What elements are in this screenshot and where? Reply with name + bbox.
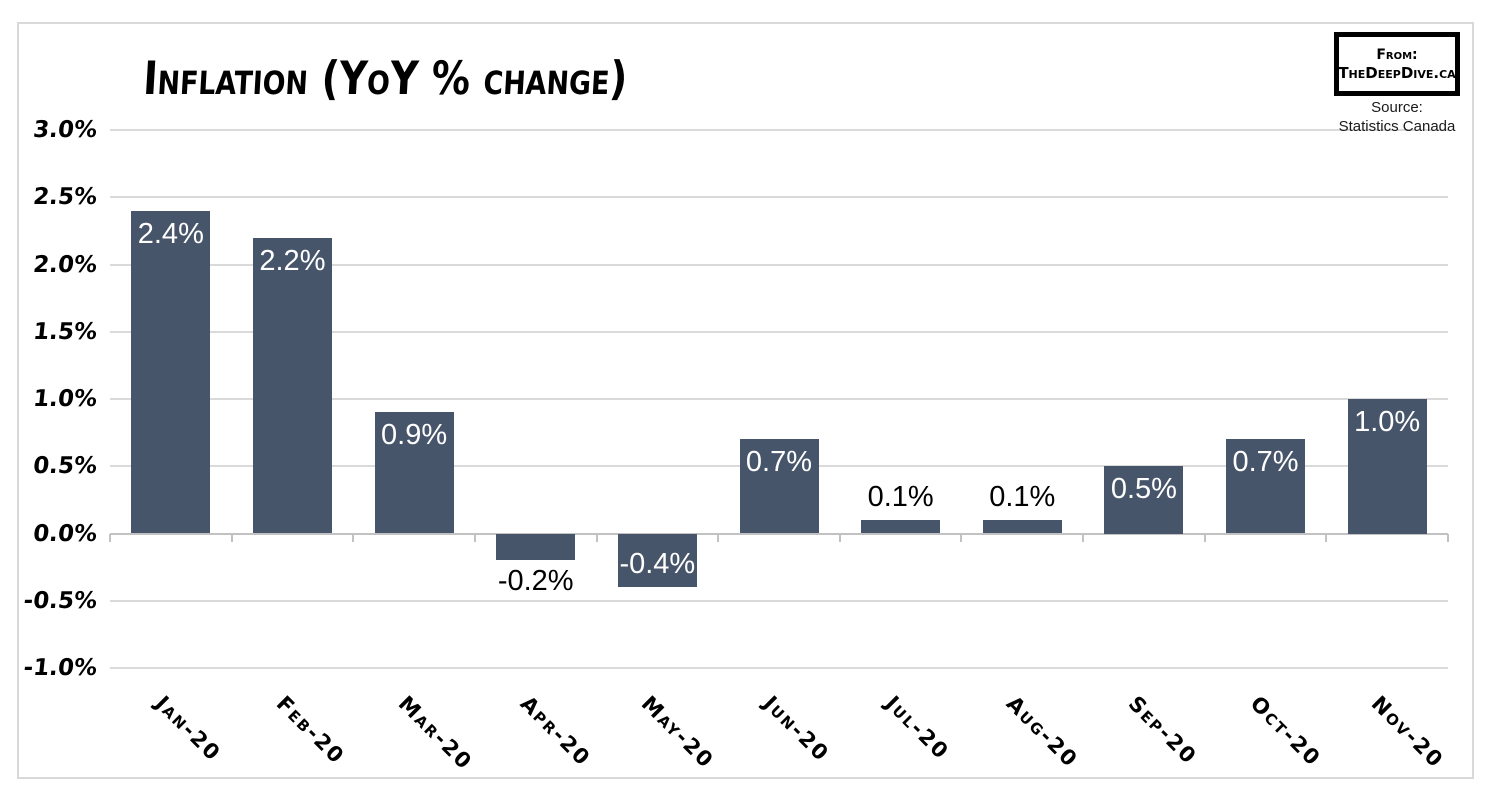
gridline (110, 129, 1448, 131)
x-axis-tick-label: Sep-20 (1123, 691, 1202, 770)
bar (252, 237, 332, 534)
x-axis-tick (838, 533, 841, 542)
bar (739, 439, 819, 534)
x-axis-tick (1082, 533, 1085, 542)
bar (617, 533, 697, 588)
bar-value-label: 0.9% (381, 419, 448, 452)
bar-value-label: 2.2% (259, 244, 326, 277)
chart-title: Inflation (YoY % change) (141, 51, 629, 105)
x-axis-line (110, 532, 1448, 535)
x-axis-tick (473, 533, 476, 542)
x-axis-tick-label: Oct-20 (1245, 691, 1326, 772)
bar-value-label: 0.7% (745, 446, 813, 479)
x-axis-tick-label: Jul-20 (880, 691, 954, 765)
bar (131, 210, 211, 534)
x-axis-tick (1325, 533, 1328, 542)
gridline (110, 263, 1448, 266)
attribution-from-label: From: (1376, 46, 1418, 63)
x-axis-tick-label: Jun-20 (758, 691, 835, 767)
y-axis-tick-label: 2.0% (31, 251, 99, 278)
gridline (110, 196, 1448, 199)
y-axis-tick-label: 1.5% (31, 318, 99, 345)
bar-value-label: 0.1% (867, 481, 934, 514)
y-axis-tick-label: -0.5% (22, 587, 99, 614)
x-axis-tick-label: Jan-20 (150, 691, 226, 767)
bar (1104, 466, 1184, 534)
bar (1347, 399, 1427, 534)
x-axis-tick (717, 533, 720, 542)
x-axis-tick (230, 533, 233, 542)
bar-value-label: 0.1% (989, 481, 1056, 514)
bar (861, 520, 941, 534)
y-axis-tick-label: 1.0% (31, 386, 99, 412)
x-axis-tick (1203, 533, 1206, 542)
bar (374, 412, 454, 534)
x-axis-tick (1447, 533, 1449, 542)
x-axis-tick-label: Feb-20 (272, 691, 350, 770)
bar-value-label: -0.4% (619, 548, 696, 581)
gridline (110, 599, 1448, 602)
x-axis-tick (960, 533, 963, 542)
y-axis-tick-label: -1.0% (22, 655, 99, 681)
bar-value-label: -0.2% (497, 565, 574, 598)
y-axis-tick-label: 3.0% (31, 117, 99, 143)
y-axis-tick-label: 0.5% (31, 453, 99, 480)
x-axis-tick (595, 533, 598, 542)
attribution-box: From: TheDeepDive.ca (1334, 32, 1460, 96)
gridline (110, 667, 1448, 669)
bar-value-label: 0.5% (1110, 473, 1177, 506)
bar-value-label: 0.7% (1232, 446, 1299, 479)
x-axis-tick-label: Aug-20 (1002, 691, 1084, 773)
x-axis-tick-label: Nov-20 (1366, 691, 1449, 773)
x-axis-tick-label: Mar-20 (393, 691, 478, 775)
attribution-site-name: TheDeepDive.ca (1338, 63, 1456, 82)
source-caption: Source: (1371, 99, 1423, 116)
x-axis-tick (109, 533, 111, 542)
bar (982, 520, 1062, 534)
data-source-label: Source: Statistics Canada (1322, 98, 1472, 136)
bar-value-label: 2.4% (137, 217, 204, 250)
gridline (110, 330, 1448, 333)
bar-value-label: 1.0% (1354, 406, 1421, 438)
source-name: Statistics Canada (1338, 118, 1456, 135)
bar (496, 533, 576, 561)
x-axis-tick-label: May-20 (637, 691, 720, 774)
y-axis-tick-label: 2.5% (31, 184, 99, 211)
bar (1226, 439, 1306, 534)
y-axis-tick-label: 0.0% (31, 520, 99, 547)
x-axis-tick (352, 533, 355, 542)
gridline (110, 398, 1448, 400)
x-axis-tick-label: Apr-20 (515, 691, 596, 772)
